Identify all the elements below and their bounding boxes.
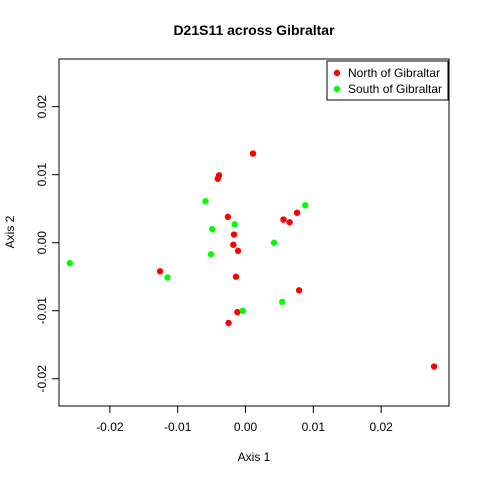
y-tick-label: 0.01 — [35, 163, 49, 187]
south-point — [209, 226, 215, 232]
south-point — [208, 251, 214, 257]
south-point — [67, 260, 73, 266]
y-tick-label: 0.00 — [35, 231, 49, 255]
south-point — [231, 221, 237, 227]
x-tick-label: -0.01 — [164, 420, 192, 434]
north-point — [431, 363, 437, 369]
legend-label-south: South of Gibraltar — [348, 82, 442, 96]
north-point — [225, 214, 231, 220]
north-point — [233, 274, 239, 280]
y-tick-label: -0.02 — [35, 365, 49, 393]
south-point — [164, 274, 170, 280]
x-tick-label: -0.02 — [96, 420, 124, 434]
north-point — [231, 231, 237, 237]
north-point — [215, 176, 221, 182]
x-axis-label: Axis 1 — [238, 450, 271, 464]
y-tick-label: 0.02 — [35, 95, 49, 119]
south-point — [240, 308, 246, 314]
south-point — [302, 202, 308, 208]
north-point — [294, 210, 300, 216]
north-point — [157, 268, 163, 274]
north-point — [225, 320, 231, 326]
south-point — [271, 240, 277, 246]
legend-marker-north — [334, 70, 340, 76]
x-tick-label: 0.02 — [369, 420, 393, 434]
north-point — [230, 242, 236, 248]
x-tick-label: 0.01 — [302, 420, 326, 434]
legend-label-north: North of Gibraltar — [348, 66, 440, 80]
north-point — [234, 309, 240, 315]
south-point — [279, 299, 285, 305]
x-tick-label: 0.00 — [234, 420, 258, 434]
north-point — [235, 248, 241, 254]
y-axis-label: Axis 2 — [3, 215, 17, 248]
north-point — [250, 150, 256, 156]
north-point — [296, 287, 302, 293]
south-point — [202, 198, 208, 204]
legend: North of Gibraltar South of Gibraltar — [327, 61, 448, 100]
y-tick-label: -0.01 — [35, 297, 49, 325]
north-point — [280, 216, 286, 222]
chart-title: D21S11 across Gibraltar — [173, 22, 335, 38]
legend-marker-south — [334, 86, 340, 92]
north-point — [286, 219, 292, 225]
